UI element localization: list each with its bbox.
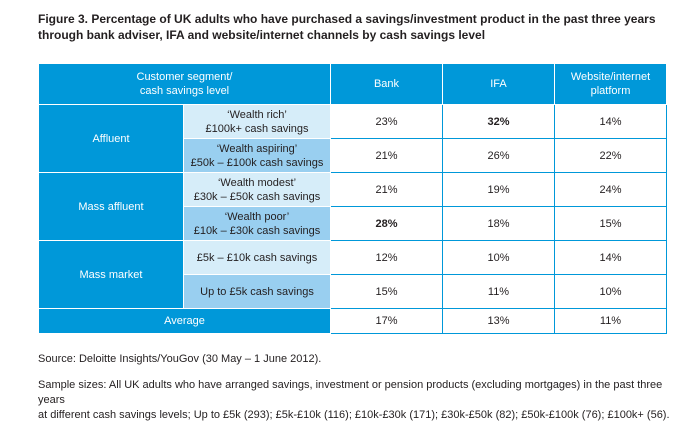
average-label: Average: [38, 308, 331, 334]
bank-value: 12%: [330, 240, 443, 275]
bank-value: 21%: [330, 138, 443, 173]
ifa-average: 13%: [442, 308, 555, 334]
source-note: Source: Deloitte Insights/YouGov (30 May…: [38, 353, 322, 365]
header-row: Customer segment/ cash savings level Ban…: [38, 63, 667, 105]
table-row: Mass market £5k – £10k cash savings 12% …: [38, 240, 667, 309]
web-value: 24%: [554, 172, 667, 207]
sub-segment-line2: £50k – £100k cash savings: [190, 156, 324, 169]
header-segment-line2: cash savings level: [139, 85, 230, 97]
table-row: Mass affluent ‘Wealth modest’ £30k – £50…: [38, 172, 667, 241]
sub-segment-cell: ‘Wealth rich’ £100k+ cash savings: [183, 104, 331, 139]
sub-segment-line2: £10k – £30k cash savings: [193, 224, 321, 237]
average-row: Average 17% 13% 11%: [38, 308, 667, 334]
web-value: 14%: [554, 240, 667, 275]
web-value: 14%: [554, 104, 667, 139]
sample-line1: Sample sizes: All UK adults who have arr…: [38, 379, 663, 406]
table-row: ‘Wealth aspiring’ £50k – £100k cash savi…: [39, 138, 667, 173]
sub-segment-line1: ‘Wealth poor’: [224, 210, 290, 223]
ifa-value: 32%: [442, 104, 555, 139]
sub-segment-line2: £30k – £50k cash savings: [193, 190, 321, 203]
sub-segment-cell: £5k – £10k cash savings: [183, 240, 331, 275]
sub-segment-cell: ‘Wealth modest’ £30k – £50k cash savings: [183, 172, 331, 207]
sub-segment-cell: Up to £5k cash savings: [183, 274, 331, 309]
header-ifa: IFA: [442, 63, 555, 105]
bank-value: 21%: [330, 172, 443, 207]
table-row: Up to £5k cash savings 15% 11% 10%: [39, 274, 667, 309]
sub-segment-line1: ‘Wealth rich’: [227, 108, 287, 121]
ifa-value: 18%: [442, 206, 555, 241]
sub-segment-line2: £100k+ cash savings: [205, 122, 309, 135]
segment-affluent: Affluent: [38, 104, 184, 173]
sub-segment-line1: ‘Wealth aspiring’: [216, 142, 298, 155]
web-value: 10%: [554, 274, 667, 309]
sub-segment-line1: £5k – £10k cash savings: [196, 251, 318, 264]
header-web: Website/internet platform: [554, 63, 667, 105]
bank-value: 23%: [330, 104, 443, 139]
header-bank: Bank: [330, 63, 443, 105]
table-row: Affluent ‘Wealth rich’ £100k+ cash savin…: [38, 104, 667, 173]
sub-segment-line1: Up to £5k cash savings: [200, 285, 314, 298]
sub-segment-cell: ‘Wealth poor’ £10k – £30k cash savings: [183, 206, 331, 241]
sample-sizes-note: Sample sizes: All UK adults who have arr…: [38, 378, 678, 423]
bank-value: 28%: [330, 206, 443, 241]
ifa-value: 10%: [442, 240, 555, 275]
savings-channel-table: Customer segment/ cash savings level Ban…: [38, 63, 667, 334]
sub-segment-cell: ‘Wealth aspiring’ £50k – £100k cash savi…: [183, 138, 331, 173]
sample-line2: at different cash savings levels; Up to …: [38, 409, 670, 421]
bank-value: 15%: [330, 274, 443, 309]
header-web-line1: Website/internet: [570, 71, 651, 83]
web-value: 15%: [554, 206, 667, 241]
ifa-value: 26%: [442, 138, 555, 173]
web-average: 11%: [554, 308, 667, 334]
figure-title: Figure 3. Percentage of UK adults who ha…: [38, 12, 656, 42]
header-segment-line1: Customer segment/: [136, 71, 233, 83]
web-value: 22%: [554, 138, 667, 173]
ifa-value: 11%: [442, 274, 555, 309]
ifa-value: 19%: [442, 172, 555, 207]
header-segment: Customer segment/ cash savings level: [38, 63, 331, 105]
sub-segment-line1: ‘Wealth modest’: [217, 176, 297, 189]
table-row: ‘Wealth poor’ £10k – £30k cash savings 2…: [39, 206, 667, 241]
segment-mass-affluent: Mass affluent: [38, 172, 184, 241]
bank-average: 17%: [330, 308, 443, 334]
header-web-line2: platform: [590, 85, 631, 97]
segment-mass-market: Mass market: [38, 240, 184, 309]
